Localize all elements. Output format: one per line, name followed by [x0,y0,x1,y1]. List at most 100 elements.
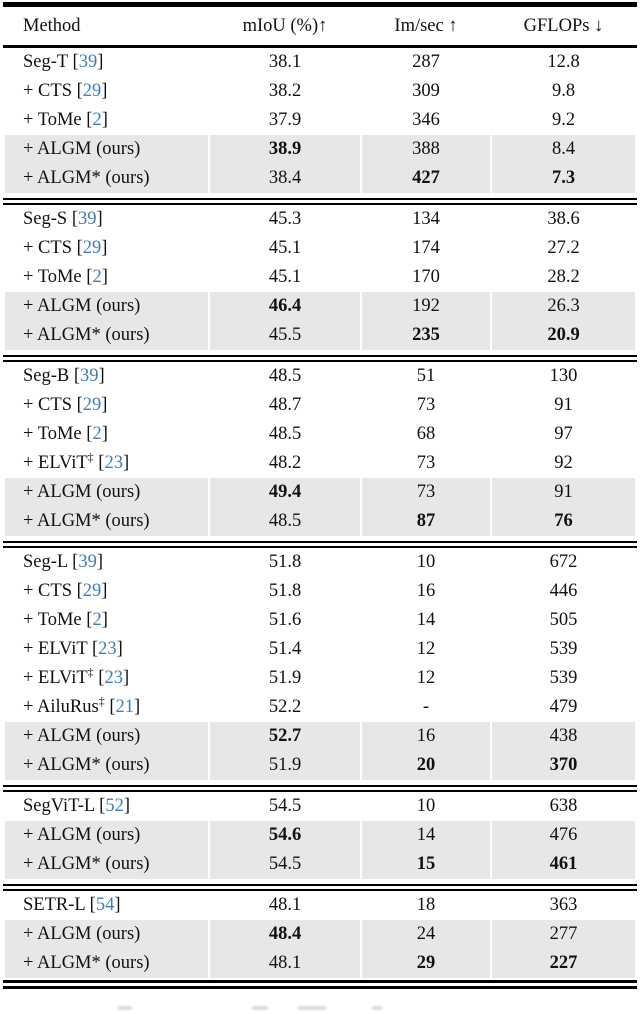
imsec-cell: 16 [362,722,490,751]
miou-cell: 51.6 [268,610,302,630]
method-label: + ALGM* (ours) [23,168,150,188]
gflops-cell: 438 [492,722,635,751]
table-row: + ToMe [2] 37.9 346 9.2 [5,106,635,135]
citation-link[interactable]: 39 [78,52,98,72]
miou-cell: 54.5 [210,850,360,879]
citation-link[interactable]: 29 [82,395,102,415]
method-label: + AiluRus [23,697,99,717]
miou-cell: 54.6 [210,821,360,850]
table-row: Seg-B [39] 48.5 51 130 [5,362,635,391]
method-cell: + ALGM* (ours) [5,507,208,536]
citation-link[interactable]: 54 [95,895,115,915]
section-separator-rule [3,785,637,792]
method-label: + ALGM (ours) [23,139,141,159]
citation-link[interactable]: 39 [78,552,97,572]
imsec-cell: 134 [412,209,440,229]
imsec-cell: 174 [412,238,440,258]
citation-link[interactable]: 23 [104,668,123,688]
citation-link[interactable]: 52 [105,796,124,816]
double-dagger-marker: ‡ [87,449,94,464]
table-row: + ELViT [23] 51.4 12 539 [5,635,635,664]
imsec-cell: 10 [416,552,436,572]
imsec-cell: 87 [362,507,490,536]
method-label: + ToMe [23,610,82,630]
table-row: + ToMe [2] 45.1 170 28.2 [5,263,635,292]
citation-link[interactable]: 29 [82,238,102,258]
table-section: Seg-T [39] 38.1 287 12.8 + CTS [29] 38.2 309 9.… [3,48,637,193]
imsec-cell: 346 [412,110,440,130]
method-cell: + ALGM* (ours) [5,850,208,879]
table-row: + ELViT‡ [23] 48.2 73 92 [5,449,635,478]
citation-link[interactable]: 29 [82,581,102,601]
miou-cell: 48.1 [210,949,360,978]
citation-link[interactable]: 23 [104,453,123,473]
method-cell: + ToMe [2] [23,424,108,444]
gflops-cell: 479 [549,697,578,717]
method-cell: + ALGM (ours) [5,722,208,751]
imsec-cell: 20 [362,751,490,780]
method-label: + ALGM* (ours) [23,854,150,874]
miou-cell: 48.2 [268,453,302,473]
table-section: Seg-B [39] 48.5 51 130 + CTS [29] 48.7 73 91 + T… [3,362,637,536]
method-label: + ALGM (ours) [23,825,141,845]
citation-link[interactable]: 2 [92,110,102,130]
table-row: + ALGM* (ours) 54.5 15 461 [5,850,635,879]
header-bottom-rule [3,45,637,48]
method-cell: + ALGM (ours) [5,920,208,949]
citation-link[interactable]: 2 [92,610,102,630]
double-dagger-marker: ‡ [98,693,105,708]
section-separator-rule [3,884,637,891]
table-row: + CTS [29] 45.1 174 27.2 [5,234,635,263]
table-row: + ALGM (ours) 48.4 24 277 [5,920,635,949]
method-label: + ALGM (ours) [23,296,141,316]
citation-link[interactable]: 39 [80,366,99,386]
gflops-cell: 97 [554,424,573,444]
method-cell: + ToMe [2] [23,267,108,287]
gflops-cell: 363 [549,895,578,915]
miou-cell: 51.8 [268,552,302,572]
citation-link[interactable]: 2 [92,267,102,287]
table-section: Seg-L [39] 51.8 10 672 + CTS [29] 51.8 16 446 + … [3,548,637,780]
citation-link[interactable]: 21 [115,697,135,717]
table-row: + ALGM* (ours) 38.4 427 7.3 [5,164,635,193]
miou-cell: 51.4 [268,639,302,659]
miou-cell: 49.4 [210,478,360,507]
citation-link[interactable]: 39 [78,209,97,229]
gflops-cell: 20.9 [492,321,635,350]
citation-link[interactable]: 2 [92,424,102,444]
method-cell: + CTS [29] [23,395,108,415]
gflops-cell: 672 [549,552,578,572]
miou-cell: 51.8 [268,581,302,601]
imsec-cell: 18 [416,895,436,915]
imsec-cell: 309 [412,81,440,101]
method-label: + ALGM* (ours) [23,953,150,973]
section-separator-rule [3,541,637,548]
miou-cell: 48.5 [268,366,302,386]
imsec-cell: 15 [362,850,490,879]
table-row: + ALGM (ours) 49.4 73 91 [5,478,635,507]
method-cell: + CTS [29] [23,81,108,101]
header-miou: mIoU (%)↑ [242,16,328,36]
header-row: Method mIoU (%)↑ Im/sec ↑ GFLOPs ↓ [5,7,635,45]
method-label: + ALGM* (ours) [23,755,150,775]
miou-cell: 48.5 [268,424,302,444]
miou-cell: 46.4 [210,292,360,321]
method-label: Seg-L [23,552,68,572]
method-cell: + CTS [29] [23,238,108,258]
imsec-cell: 427 [362,164,490,193]
table-row: + CTS [29] 38.2 309 9.8 [5,77,635,106]
citation-link[interactable]: 29 [82,81,102,101]
method-label: + CTS [23,581,72,601]
gflops-cell: 539 [549,639,578,659]
method-cell: + AiluRus‡ [21] [23,693,141,717]
table-row: + ALGM (ours) 38.9 388 8.4 [5,135,635,164]
imsec-cell: 12 [416,668,436,688]
imsec-cell: 287 [412,52,440,72]
imsec-cell: 12 [416,639,436,659]
section-separator-rule [3,355,637,362]
imsec-cell: 192 [362,292,490,321]
citation-link[interactable]: 23 [98,639,117,659]
miou-cell: 45.5 [210,321,360,350]
gflops-cell: 277 [492,920,635,949]
table-section: Seg-S [39] 45.3 134 38.6 + CTS [29] 45.1 174 27… [3,205,637,350]
